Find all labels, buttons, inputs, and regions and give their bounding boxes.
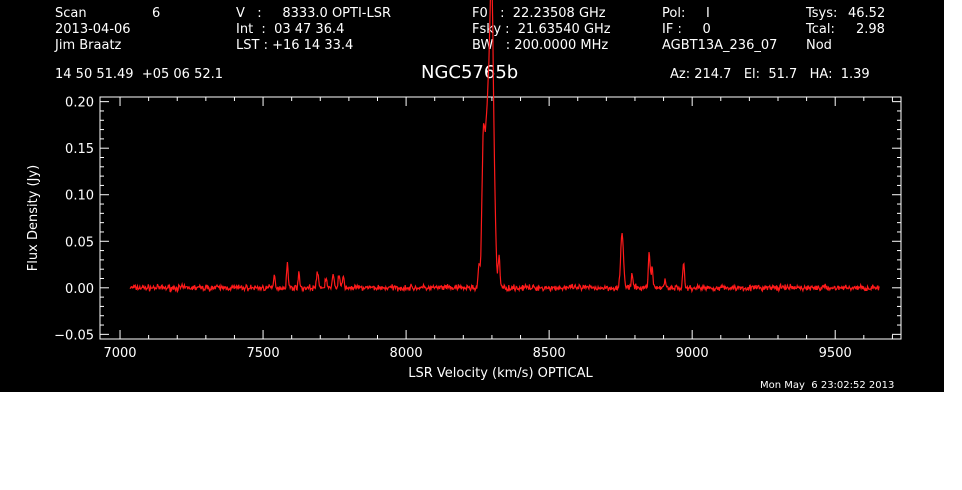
y-axis-label: Flux Density (Jy) [26,165,41,271]
velocity-readout: V : 8333.0 OPTI-LSR [236,6,392,21]
tcal-value: 2.98 [856,22,885,37]
y-tick-label: −0.05 [54,328,94,343]
x-axis-label: LSR Velocity (km/s) OPTICAL [408,366,593,381]
tsys-value: 46.52 [848,6,886,21]
spectrum-panel: Scan 6 2013-04-06 Jim Braatz V : 8333.0 … [0,0,944,392]
observing-mode: Nod [806,38,832,53]
scan-value: 6 [152,6,161,21]
tsys-label: Tsys: [806,6,838,21]
observation-date: 2013-04-06 [55,22,131,37]
y-tick-label: 0.05 [65,235,94,250]
pointing-readout: Az: 214.7 El: 51.7 HA: 1.39 [670,67,870,82]
if-number: IF : 0 [662,22,711,37]
scan-label: Scan [55,6,87,21]
project-id: AGBT13A_236_07 [662,38,778,53]
x-tick-label: 8500 [533,346,566,361]
source-coordinates: 14 50 51.49 +05 06 52.1 [55,67,224,82]
spectrum-chart: 7000 7500 8000 8500 9000 9500 −0.05 0.00 0.05 0.1… [26,0,902,381]
observer-name: Jim Braatz [55,38,122,53]
plot-frame [99,96,902,340]
y-tick-label: 0.10 [65,189,94,204]
polarization: Pol: I [662,6,710,21]
y-tick-label: 0.00 [65,282,94,297]
x-tick-label: 9000 [676,346,709,361]
spectrum-trace [129,0,880,294]
tcal-label: Tcal: [806,22,835,37]
x-tick-label: 9500 [819,346,852,361]
x-tick-label: 7000 [103,346,136,361]
lst-readout: LST : +16 14 33.4 [236,38,354,53]
sky-frequency: Fsky : 21.63540 GHz [472,22,611,37]
rest-frequency: F0 : 22.23508 GHz [472,6,606,21]
bandwidth: BW : 200.0000 MHz [472,38,609,53]
y-tick-label: 0.20 [65,96,94,111]
integration-time: Int : 03 47 36.4 [236,22,345,37]
x-tick-label: 7500 [247,346,280,361]
x-tick-label: 8000 [390,346,423,361]
plot-timestamp: Mon May 6 23:02:52 2013 [760,380,895,391]
y-tick-label: 0.15 [65,142,94,157]
